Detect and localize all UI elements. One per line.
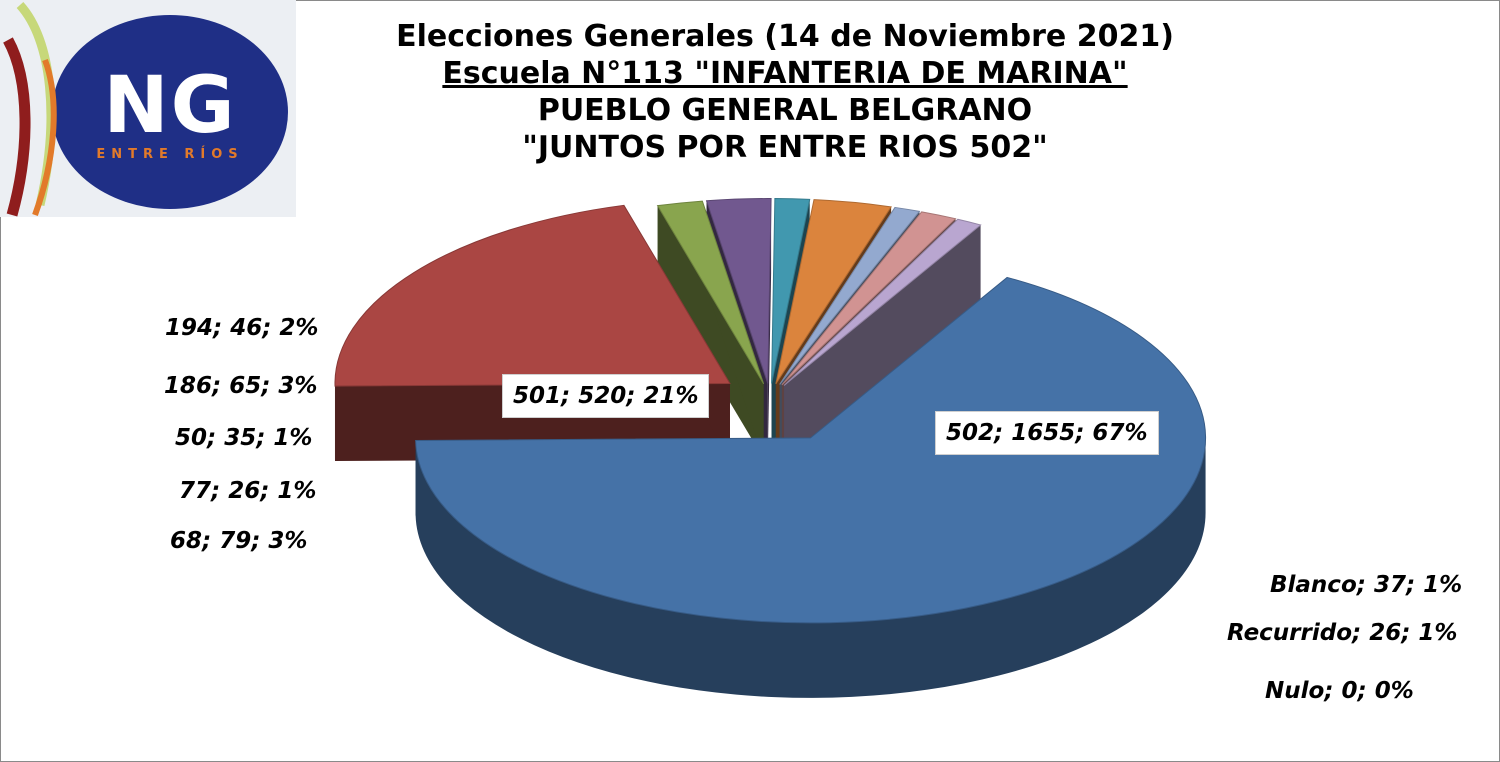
chart-subtitle-school: Escuela N°113 "INFANTERIA DE MARINA": [442, 56, 1128, 91]
pie-slice-502: [415, 276, 1207, 698]
pie-slice-top-186: [705, 198, 772, 384]
data-label-502: 502; 1655; 67%: [935, 411, 1159, 455]
pie-slice-top-194: [656, 200, 765, 385]
pie-slice-top-502: [415, 276, 1207, 624]
chart-titles: Elecciones Generales (14 de Noviembre 20…: [360, 18, 1210, 166]
pie-slice-side-502: [415, 437, 1206, 698]
pie-slice-top-recurrido: [783, 218, 982, 386]
chart-title: Elecciones Generales (14 de Noviembre 20…: [396, 19, 1174, 54]
data-label-501: 501; 520; 21%: [502, 374, 710, 418]
logo-subtitle: ENTRE RÍOS: [96, 146, 243, 162]
pie-slice-top-501: [334, 204, 731, 387]
logo-oval: [52, 15, 288, 209]
pie-slice-194: [656, 200, 765, 459]
pie-slice-top-77: [779, 206, 921, 385]
pie-slice-wall-194-0: [657, 205, 764, 459]
chart-subtitle-party: "JUNTOS POR ENTRE RIOS 502": [522, 130, 1048, 165]
data-label-194: 194; 46; 2%: [165, 315, 319, 341]
logo-ring-red: [3, 37, 31, 217]
pie-slice-recurrido: [783, 218, 982, 461]
data-label-50: 50; 35; 1%: [175, 425, 313, 451]
data-label-recurrido: Recurrido; 26; 1%: [1227, 620, 1458, 646]
chart-subtitle-town: PUEBLO GENERAL BELGRANO: [537, 93, 1033, 128]
pie-slice-top-blanco: [781, 211, 957, 386]
data-label-nulo: Nulo; 0; 0%: [1265, 678, 1414, 704]
ng-logo: NG ENTRE RÍOS: [0, 0, 296, 217]
data-label-blanco: Blanco; 37; 1%: [1270, 572, 1463, 598]
pie-slice-top-50: [771, 198, 811, 384]
data-label-68: 68; 79; 3%: [170, 528, 308, 554]
pie-slice-top-68: [775, 199, 892, 385]
data-label-186: 186; 65; 3%: [164, 373, 318, 399]
pie-slice-wall-recurrido-1: [784, 224, 981, 461]
logo-letters: NG: [103, 61, 236, 151]
data-label-77: 77; 26; 1%: [179, 478, 317, 504]
logo-ring-orange: [32, 58, 57, 217]
